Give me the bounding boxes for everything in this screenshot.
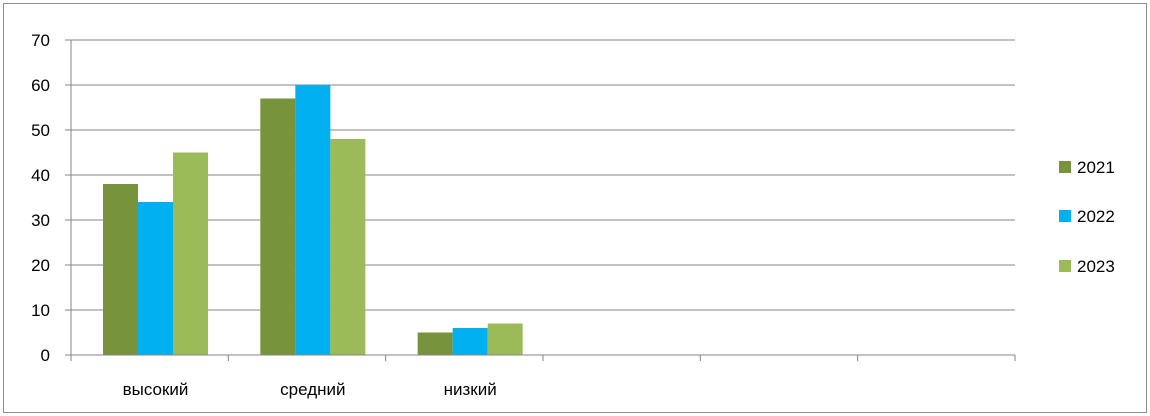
axes	[65, 39, 1016, 361]
y-tick-label: 60	[31, 76, 50, 95]
x-tick-label: средний	[280, 380, 345, 399]
bars	[103, 85, 523, 355]
bar-2023-1	[330, 139, 366, 355]
y-tick-label: 70	[31, 31, 50, 50]
y-tick-label: 50	[31, 121, 50, 140]
bar-2022-2	[452, 328, 488, 355]
legend-label-2022: 2022	[1077, 207, 1115, 226]
bar-2021-1	[260, 98, 296, 355]
x-tick-labels: высокий средний низкий	[123, 380, 497, 399]
y-tick-label: 0	[41, 346, 50, 365]
bar-2021-2	[417, 332, 453, 355]
legend-swatch-2023	[1059, 260, 1071, 272]
y-tick-label: 40	[31, 166, 50, 185]
y-tick-labels: 0 10 20 30 40 50 60 70	[31, 31, 50, 365]
y-tick-label: 30	[31, 211, 50, 230]
legend-label-2021: 2021	[1077, 158, 1115, 177]
gridlines	[71, 39, 1015, 311]
x-tick-label: высокий	[123, 380, 189, 399]
bar-2022-1	[295, 85, 331, 355]
x-tick-label: низкий	[444, 380, 497, 399]
y-tick-label: 10	[31, 301, 50, 320]
bar-2023-2	[487, 323, 523, 355]
legend-swatch-2022	[1059, 210, 1071, 222]
legend: 2021 2022 2023	[1059, 158, 1115, 276]
y-tick-label: 20	[31, 256, 50, 275]
bar-2023-0	[173, 152, 208, 355]
legend-swatch-2021	[1059, 161, 1071, 173]
bar-2021-0	[103, 184, 138, 355]
bar-2022-0	[138, 202, 173, 355]
legend-label-2023: 2023	[1077, 257, 1115, 276]
